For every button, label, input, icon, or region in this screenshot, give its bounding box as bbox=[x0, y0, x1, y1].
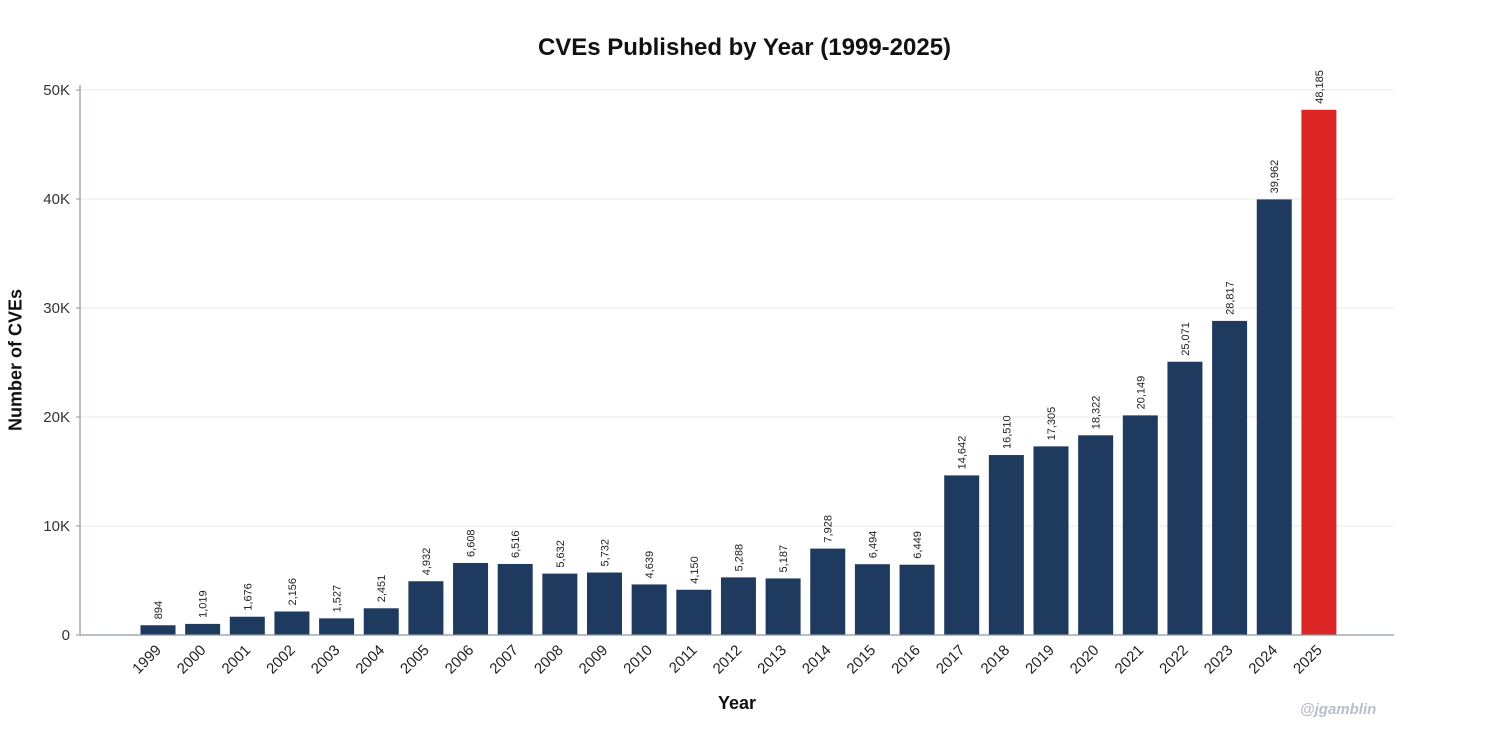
data-label-2024: 39,962 bbox=[1269, 160, 1281, 194]
bar-2006 bbox=[453, 562, 489, 635]
bar-2010 bbox=[631, 584, 667, 635]
bar-2004 bbox=[363, 608, 399, 635]
bar-2005 bbox=[408, 581, 444, 635]
x-tick-label-2021: 2021 bbox=[1112, 642, 1148, 678]
y-tick-label: 40K bbox=[43, 191, 70, 208]
x-tick-label-2000: 2000 bbox=[174, 642, 210, 678]
data-label-2010: 4,639 bbox=[644, 551, 656, 579]
bar-2019 bbox=[1033, 446, 1069, 635]
x-tick-label-2018: 2018 bbox=[978, 642, 1014, 678]
y-tick-label: 30K bbox=[43, 300, 70, 317]
y-tick-labels: 0 10K 20K 30K 40K 50K bbox=[43, 82, 70, 644]
y-tick-label: 20K bbox=[43, 409, 70, 426]
bar-2024 bbox=[1256, 199, 1292, 636]
x-tick-labels: 1999 2000 2001 2002 2003 2004 2005 2006 2007 2008… bbox=[129, 642, 1326, 678]
x-tick-label-2016: 2016 bbox=[888, 642, 924, 678]
bar-2023 bbox=[1212, 320, 1248, 635]
bar-2009 bbox=[587, 572, 622, 635]
x-tick-label-2004: 2004 bbox=[352, 642, 388, 678]
data-label-2020: 18,322 bbox=[1091, 396, 1103, 430]
x-tick-label-2009: 2009 bbox=[576, 642, 612, 678]
data-label-2011: 4,150 bbox=[689, 556, 701, 584]
x-tick-label-1999: 1999 bbox=[129, 642, 165, 678]
y-tick-label: 10K bbox=[43, 518, 70, 535]
y-tick-label: 0 bbox=[62, 627, 70, 644]
bar-2007 bbox=[497, 563, 533, 635]
watermark: @jgamblin bbox=[1300, 701, 1377, 718]
bar-1999 bbox=[140, 625, 176, 635]
x-tick-label-2011: 2011 bbox=[666, 642, 701, 677]
data-label-2009: 5,732 bbox=[600, 539, 612, 567]
chart-title: CVEs Published by Year (1999-2025) bbox=[537, 34, 952, 61]
x-tick-label-2025: 2025 bbox=[1290, 642, 1326, 678]
x-tick-label-2014: 2014 bbox=[799, 642, 835, 678]
x-tick-label-2020: 2020 bbox=[1067, 642, 1103, 678]
bar-2020 bbox=[1078, 435, 1114, 635]
x-tick-label-2003: 2003 bbox=[308, 642, 344, 678]
bar-2014 bbox=[810, 548, 846, 635]
bar-2002 bbox=[274, 611, 310, 635]
bar-2025 bbox=[1301, 109, 1337, 635]
x-tick-label-2006: 2006 bbox=[442, 642, 478, 678]
data-label-2012: 5,288 bbox=[733, 544, 745, 572]
data-label-2022: 25,071 bbox=[1180, 322, 1192, 356]
data-label-2023: 28,817 bbox=[1225, 281, 1237, 315]
data-label-2007: 6,516 bbox=[510, 530, 522, 558]
gridlines bbox=[80, 89, 1394, 527]
x-tick-label-2007: 2007 bbox=[486, 642, 522, 678]
x-tick-label-2019: 2019 bbox=[1022, 642, 1058, 678]
bars bbox=[140, 109, 1337, 636]
x-tick-label-2024: 2024 bbox=[1245, 642, 1281, 678]
data-labels: 894 1,019 1,676 2,156 1,527 2,451 4,932 6,608 6,… bbox=[153, 70, 1326, 619]
y-tick-label: 50K bbox=[43, 82, 70, 99]
x-axis-label: Year bbox=[717, 693, 757, 713]
bar-2013 bbox=[765, 578, 801, 635]
x-tick-label-2001: 2001 bbox=[219, 642, 255, 678]
bar-2008 bbox=[542, 573, 578, 635]
axes bbox=[76, 85, 1394, 636]
data-label-2005: 4,932 bbox=[421, 548, 433, 576]
x-tick-label-2015: 2015 bbox=[844, 642, 880, 678]
data-label-2025: 48,185 bbox=[1314, 70, 1326, 104]
x-tick-label-2022: 2022 bbox=[1156, 642, 1192, 678]
x-tick-label-2017: 2017 bbox=[933, 642, 969, 678]
data-label-2001: 1,676 bbox=[242, 583, 254, 611]
data-label-2002: 2,156 bbox=[287, 578, 299, 606]
bar-2001 bbox=[229, 616, 265, 635]
data-label-2016: 6,449 bbox=[912, 531, 924, 559]
data-label-2018: 16,510 bbox=[1001, 415, 1013, 449]
bar-2021 bbox=[1122, 415, 1158, 635]
data-label-2004: 2,451 bbox=[376, 575, 388, 603]
data-label-2021: 20,149 bbox=[1135, 376, 1147, 410]
data-label-2019: 17,305 bbox=[1046, 407, 1058, 441]
x-tick-label-2008: 2008 bbox=[531, 642, 567, 678]
bar-2016 bbox=[899, 564, 935, 635]
data-label-2013: 5,187 bbox=[778, 545, 790, 573]
bar-2018 bbox=[988, 455, 1024, 635]
x-tick-label-2012: 2012 bbox=[710, 642, 746, 678]
x-tick-label-2002: 2002 bbox=[263, 642, 299, 678]
bar-2015 bbox=[854, 564, 890, 635]
data-label-1999: 894 bbox=[153, 601, 165, 619]
bar-2022 bbox=[1167, 361, 1203, 635]
bar-2017 bbox=[944, 475, 980, 635]
x-tick-label-2023: 2023 bbox=[1201, 642, 1237, 678]
data-label-2014: 7,928 bbox=[823, 515, 835, 543]
bar-2000 bbox=[185, 623, 221, 635]
data-label-2006: 6,608 bbox=[466, 529, 478, 557]
x-tick-label-2005: 2005 bbox=[397, 642, 433, 678]
bar-2011 bbox=[676, 589, 712, 635]
bar-2003 bbox=[319, 618, 355, 635]
data-label-2017: 14,642 bbox=[957, 436, 969, 470]
x-tick-label-2010: 2010 bbox=[620, 642, 656, 678]
bar-2012 bbox=[720, 577, 756, 635]
data-label-2008: 5,632 bbox=[555, 540, 567, 568]
data-label-2000: 1,019 bbox=[198, 590, 210, 618]
x-tick-label-2013: 2013 bbox=[754, 642, 790, 678]
data-label-2015: 6,494 bbox=[867, 531, 879, 559]
data-label-2003: 1,527 bbox=[332, 585, 344, 613]
